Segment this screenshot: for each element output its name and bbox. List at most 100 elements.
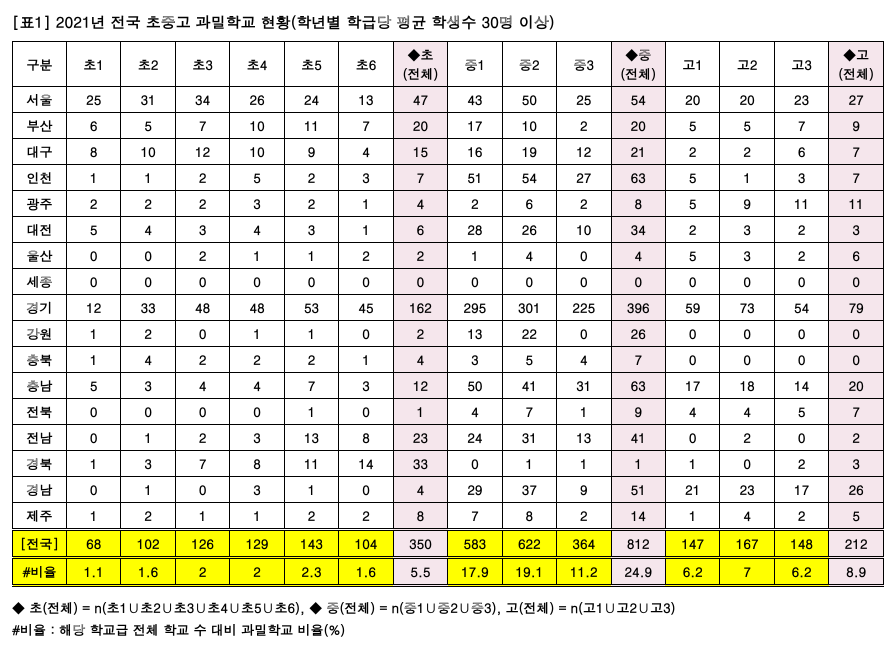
cell: 2 [339, 503, 393, 530]
cell: 5 [665, 191, 719, 217]
cell: 5 [67, 373, 121, 399]
cell: 26 [230, 87, 284, 113]
table-body: 서울253134262413474350255420202327부산657101… [13, 87, 884, 586]
cell: 0 [121, 269, 175, 295]
cell: 73 [720, 295, 774, 321]
cell: 0 [339, 399, 393, 425]
footer-notes: ◆ 초(전체) = n(초1∪초2∪초3∪초4∪초5∪초6), ◆ 중(전체) … [12, 597, 884, 641]
cell: 0 [175, 399, 229, 425]
cell: 2 [829, 425, 884, 451]
header-col: 초6 [339, 42, 393, 87]
cell: 6 [829, 243, 884, 269]
table-row: 경기12334848534516229530122539659735479 [13, 295, 884, 321]
row-label: 인천 [13, 165, 67, 191]
cell: 48 [230, 295, 284, 321]
cell: 11.2 [557, 558, 611, 586]
cell: 9 [829, 113, 884, 139]
cell: 8 [393, 503, 447, 530]
cell: 12 [175, 139, 229, 165]
header-col: 고1 [665, 42, 719, 87]
cell: 1 [121, 425, 175, 451]
cell: 0 [67, 243, 121, 269]
cell: 43 [448, 87, 502, 113]
table-row: 제주1211228782141425 [13, 503, 884, 530]
header-col: 중3 [557, 42, 611, 87]
cell: 45 [339, 295, 393, 321]
cell: 2 [284, 165, 338, 191]
cell: 0 [720, 451, 774, 477]
cell: 7 [720, 558, 774, 586]
cell: 47 [393, 87, 447, 113]
cell: 7 [448, 503, 502, 530]
cell: 41 [502, 373, 556, 399]
cell: 4 [611, 243, 665, 269]
cell: 2 [284, 191, 338, 217]
cell: 3 [121, 373, 175, 399]
table-row: 경북137811143301111023 [13, 451, 884, 477]
cell: 3 [230, 477, 284, 503]
cell: 4 [230, 217, 284, 243]
cell: 24 [448, 425, 502, 451]
cell: 11 [284, 113, 338, 139]
cell: 0 [829, 321, 884, 347]
cell: 12 [557, 139, 611, 165]
cell: 0 [67, 269, 121, 295]
cell: 25 [67, 87, 121, 113]
cell: 0 [774, 269, 828, 295]
table-row: [전국]681021261291431043505836223648121471… [13, 530, 884, 558]
cell: 7 [284, 373, 338, 399]
cell: 3 [121, 451, 175, 477]
table-row: 인천1125237515427635137 [13, 165, 884, 191]
cell: 26 [611, 321, 665, 347]
cell: 1 [611, 451, 665, 477]
cell: 0 [339, 321, 393, 347]
cell: 2 [665, 139, 719, 165]
cell: 5 [829, 503, 884, 530]
cell: 0 [829, 347, 884, 373]
cell: 1 [502, 451, 556, 477]
cell: 7 [339, 113, 393, 139]
cell: 37 [502, 477, 556, 503]
cell: 0 [121, 399, 175, 425]
cell: 13 [557, 425, 611, 451]
cell: 0 [339, 477, 393, 503]
cell: 48 [175, 295, 229, 321]
cell: 129 [230, 530, 284, 558]
cell: 4 [230, 373, 284, 399]
cell: 5 [774, 399, 828, 425]
cell: 79 [829, 295, 884, 321]
cell: 1 [67, 451, 121, 477]
cell: 16 [448, 139, 502, 165]
cell: 8 [611, 191, 665, 217]
cell: 0 [393, 269, 447, 295]
cell: 4 [393, 191, 447, 217]
cell: 147 [665, 530, 719, 558]
cell: 126 [175, 530, 229, 558]
cell: 6 [393, 217, 447, 243]
cell: 13 [448, 321, 502, 347]
cell: 6 [67, 113, 121, 139]
row-label: 전남 [13, 425, 67, 451]
cell: 1 [665, 451, 719, 477]
row-label: 강원 [13, 321, 67, 347]
header-col: 중2 [502, 42, 556, 87]
cell: 34 [175, 87, 229, 113]
cell: 2 [774, 243, 828, 269]
cell: 8.9 [829, 558, 884, 586]
cell: 8 [67, 139, 121, 165]
cell: 1 [448, 243, 502, 269]
header-col: 중1 [448, 42, 502, 87]
row-label: 광주 [13, 191, 67, 217]
cell: 27 [557, 165, 611, 191]
cell: 15 [393, 139, 447, 165]
row-label: 울산 [13, 243, 67, 269]
cell: 7 [393, 165, 447, 191]
cell: 13 [284, 425, 338, 451]
cell: 2 [557, 503, 611, 530]
cell: 1 [230, 321, 284, 347]
cell: 2 [284, 347, 338, 373]
cell: 68 [67, 530, 121, 558]
cell: 6.2 [774, 558, 828, 586]
cell: 2 [448, 191, 502, 217]
cell: 5 [230, 165, 284, 191]
